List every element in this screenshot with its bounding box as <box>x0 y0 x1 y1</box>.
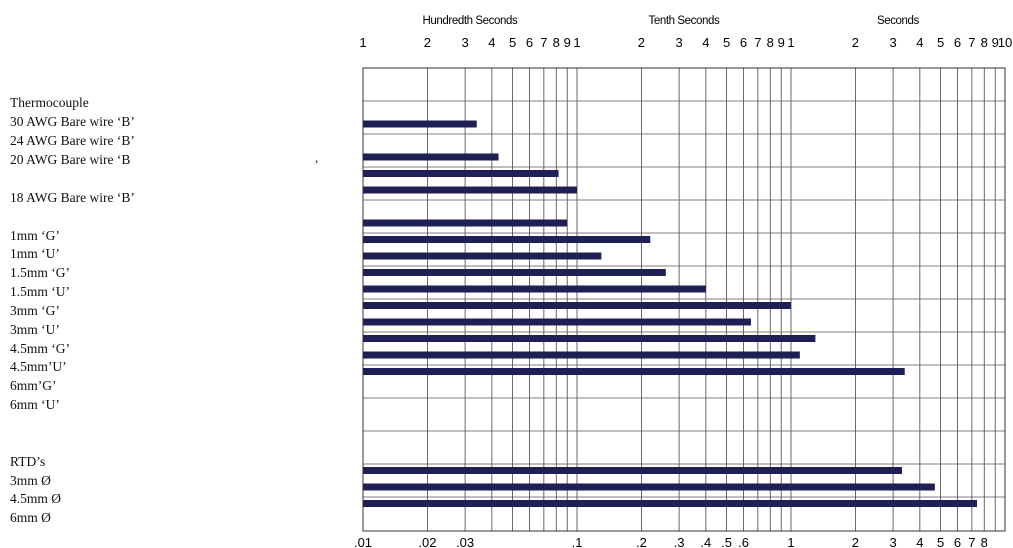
bottom-tick-label: 7 <box>968 535 975 548</box>
label-1mm-u: 1mm ‘U’ <box>10 246 60 261</box>
bar <box>363 483 935 491</box>
bar <box>363 170 559 177</box>
label-1-5mm-u: 1.5mm ‘U’ <box>10 284 70 299</box>
bar <box>363 269 666 276</box>
chart-grid <box>362 67 1006 532</box>
bottom-tick-label: .4 <box>700 535 711 548</box>
bar <box>363 219 568 227</box>
top-tick-label: 1 <box>573 35 580 50</box>
label-3mm-u: 3mm ‘U’ <box>10 322 60 337</box>
top-tick-label: 3 <box>675 35 682 50</box>
bar <box>363 318 751 326</box>
label-6mm-u: 6mm ‘U’ <box>10 397 60 412</box>
label-30awg: 30 AWG Bare wire ‘B’ <box>10 114 135 129</box>
bar <box>363 351 800 359</box>
bottom-tick-label: .02 <box>418 535 436 548</box>
top-tick-label: 8 <box>553 35 560 50</box>
bottom-tick-label: 5 <box>937 535 944 548</box>
top-tick-label: 8 <box>767 35 774 50</box>
top-tick-label: 6 <box>526 35 533 50</box>
top-tick-label: 9 <box>564 35 571 50</box>
bar <box>363 368 905 375</box>
bar <box>363 335 816 342</box>
top-tick-label: 6 <box>954 35 961 50</box>
label-4-5mm-u: 4.5mm’U’ <box>10 359 67 374</box>
top-tick-label: 5 <box>509 35 516 50</box>
bottom-tick-label: .1 <box>572 535 583 548</box>
bottom-tick-label: .3 <box>674 535 685 548</box>
top-tick-label: 3 <box>461 35 468 50</box>
label-1mm-g: 1mm ‘G’ <box>10 228 60 243</box>
label-1-5mm-g: 1.5mm ‘G’ <box>10 265 70 280</box>
label-rtd-4-5mm: 4.5mm Ø <box>10 491 62 506</box>
bottom-tick-label: .01 <box>354 535 372 548</box>
top-tick-label: 4 <box>702 35 709 50</box>
top-tick-label: 5 <box>723 35 730 50</box>
top-tick-label: 7 <box>968 35 975 50</box>
top-tick-label: 7 <box>754 35 761 50</box>
bar <box>363 285 706 293</box>
bottom-tick-label: 4 <box>916 535 923 548</box>
bottom-tick-label: 1 <box>787 535 794 548</box>
top-tick-label: 4 <box>916 35 923 50</box>
bottom-tick-label: .2 <box>636 535 647 548</box>
bottom-axis: .01 .02 .03 .1 .2 .3 .4 .5 .6 1 2 3 4 5 6 7 8 <box>354 535 988 548</box>
label-4-5mm-g: 4.5mm ‘G’ <box>10 341 70 356</box>
top-tick-label: 9 <box>778 35 785 50</box>
bottom-tick-label: .5 <box>721 535 732 548</box>
label-thermocouple: Thermocouple <box>10 95 89 110</box>
top-tick-label: 7 <box>540 35 547 50</box>
bar <box>363 500 978 507</box>
top-tick-label: 5 <box>937 35 944 50</box>
label-24awg: 24 AWG Bare wire ‘B’ <box>10 133 135 148</box>
top-tick-label: 9 <box>992 35 999 50</box>
label-20awg: 20 AWG Bare wire ‘B <box>10 152 131 167</box>
bottom-tick-label: 2 <box>852 535 859 548</box>
top-tick-label: 10 <box>998 35 1012 50</box>
top-tick-label: 6 <box>740 35 747 50</box>
label-rtds: RTD’s <box>10 454 46 469</box>
bottom-tick-label: 8 <box>981 535 988 548</box>
bar <box>363 236 651 243</box>
bar <box>363 153 499 161</box>
label-rtd-6mm: 6mm Ø <box>10 510 51 525</box>
top-tick-label: 2 <box>424 35 431 50</box>
plot-frame <box>362 67 1006 532</box>
top-tick-label: 2 <box>638 35 645 50</box>
top-tick-label: 1 <box>359 35 366 50</box>
bottom-tick-label: 3 <box>889 535 896 548</box>
bar <box>363 467 902 474</box>
section-header: Seconds <box>877 15 920 27</box>
bar <box>363 120 477 128</box>
top-tick-label: 1 <box>787 35 794 50</box>
top-tick-label: 4 <box>488 35 495 50</box>
top-tick-label: 3 <box>889 35 896 50</box>
top-tick-label: 2 <box>852 35 859 50</box>
section-header: Tenth Seconds <box>648 15 720 27</box>
section-header: Hundredth Seconds <box>423 15 519 27</box>
label-rtd-3mm: 3mm Ø <box>10 473 51 488</box>
stray-mark: , <box>315 150 319 165</box>
bar <box>363 302 791 309</box>
bottom-tick-label: .03 <box>456 535 474 548</box>
top-tick-label: 8 <box>981 35 988 50</box>
bottom-tick-label: .6 <box>738 535 749 548</box>
bottom-tick-label: 6 <box>954 535 961 548</box>
label-18awg: 18 AWG Bare wire ‘B’ <box>10 190 135 205</box>
label-3mm-g: 3mm ‘G’ <box>10 303 60 318</box>
bar <box>363 252 602 260</box>
chart-bars <box>363 120 978 507</box>
label-6mm-g: 6mm’G’ <box>10 378 57 393</box>
bar <box>363 186 577 194</box>
